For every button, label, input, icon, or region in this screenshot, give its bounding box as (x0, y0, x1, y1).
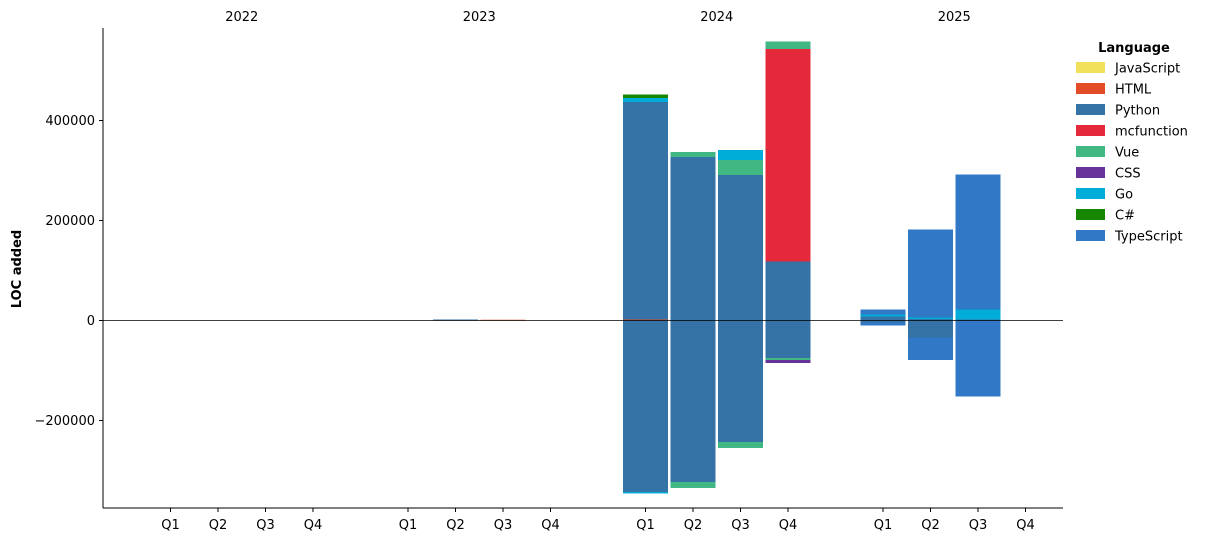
x-tick-label: Q3 (969, 518, 988, 533)
bar-segment (765, 49, 811, 262)
bar-segment (955, 319, 1001, 321)
x-tick-label: Q1 (874, 518, 893, 533)
legend-entry: CSS (1115, 167, 1141, 182)
legend-entry: mcfunction (1115, 125, 1188, 140)
legend-entry: Python (1115, 104, 1160, 119)
bar-segment (908, 317, 953, 319)
x-tick-label: Q4 (1016, 518, 1035, 533)
bar-segment (623, 320, 668, 492)
bar-segment (955, 321, 1001, 397)
bar-segment (860, 322, 906, 326)
x-tick-label: Q3 (256, 518, 275, 533)
year-label: 2024 (700, 10, 733, 25)
x-tick-label: Q1 (161, 518, 180, 533)
legend-items: JavaScript HTML Python mcfunction Vue CSS Go C#… (1076, 62, 1188, 245)
x-tick-label: Q4 (304, 518, 323, 533)
bar-segment (623, 492, 668, 494)
bar-segment (908, 229, 953, 318)
legend-swatch (1076, 230, 1105, 241)
x-tick-label: Q2 (684, 518, 703, 533)
bar-segment (908, 320, 953, 338)
legend-swatch (1076, 62, 1105, 73)
bar-segment (718, 320, 763, 442)
bar-segment (765, 320, 811, 358)
bar-segment (718, 150, 763, 160)
bar-segment (955, 174, 1001, 310)
y-tick-label: −200000 (34, 414, 95, 429)
x-ticks: Q1 Q2 Q3 Q4 Q1 Q2 Q3 Q4 Q1 Q2 Q3 Q4 Q1 Q2 Q3 Q4 (161, 508, 1035, 533)
bar-segment (765, 358, 811, 360)
legend-swatch (1076, 188, 1105, 199)
legend-entry: JavaScript (1114, 62, 1180, 77)
legend-entry: Vue (1115, 146, 1139, 161)
year-label: 2023 (463, 10, 496, 25)
legend: Language JavaScript HTML Python mcfunction V… (1076, 41, 1188, 245)
legend-title: Language (1098, 41, 1170, 56)
y-axis-label: LOC added (10, 230, 25, 308)
bar-segment (908, 319, 953, 321)
bar-segment (623, 102, 668, 320)
bar-segment (908, 337, 953, 360)
bars-layer (433, 41, 1001, 494)
x-tick-label: Q1 (399, 518, 418, 533)
legend-swatch (1076, 146, 1105, 157)
bar-segment (718, 160, 763, 175)
x-tick-label: Q4 (541, 518, 560, 533)
y-tick-label: 200000 (45, 214, 95, 229)
bar-segment (765, 41, 811, 49)
bar-segment (860, 309, 906, 315)
legend-entry: C# (1115, 209, 1135, 224)
y-tick-label: 400000 (45, 114, 95, 129)
bar-segment (860, 314, 906, 317)
bar-segment (765, 261, 811, 321)
bar-segment (433, 319, 478, 321)
legend-entry: Go (1115, 188, 1133, 203)
bar-segment (860, 316, 906, 321)
bar-segment (718, 442, 763, 448)
x-tick-label: Q3 (494, 518, 513, 533)
legend-swatch (1076, 167, 1105, 178)
x-tick-label: Q2 (209, 518, 228, 533)
legend-swatch (1076, 104, 1105, 115)
y-tick-label: 0 (87, 314, 95, 329)
x-tick-label: Q4 (779, 518, 798, 533)
bar-segment (670, 152, 716, 157)
year-labels: 2022 2023 2024 2025 (225, 10, 971, 25)
legend-swatch (1076, 125, 1105, 136)
x-tick-label: Q2 (446, 518, 465, 533)
legend-swatch (1076, 209, 1105, 220)
bar-segment (670, 320, 716, 482)
x-tick-label: Q3 (731, 518, 750, 533)
bar-segment (623, 94, 668, 98)
year-label: 2022 (225, 10, 258, 25)
legend-entry: TypeScript (1114, 230, 1183, 245)
bar-segment (765, 360, 811, 363)
legend-entry: HTML (1115, 83, 1152, 98)
x-tick-label: Q2 (921, 518, 940, 533)
year-label: 2025 (938, 10, 971, 25)
bar-segment (860, 320, 906, 323)
x-tick-label: Q1 (636, 518, 655, 533)
bar-segment (670, 157, 716, 321)
bar-segment (955, 309, 1001, 320)
legend-swatch (1076, 83, 1105, 94)
bar-segment (623, 319, 668, 321)
bar-segment (670, 482, 716, 488)
bar-segment (623, 98, 668, 102)
y-ticks: −200000 0 200000 400000 (34, 114, 103, 429)
bar-segment (718, 175, 763, 321)
